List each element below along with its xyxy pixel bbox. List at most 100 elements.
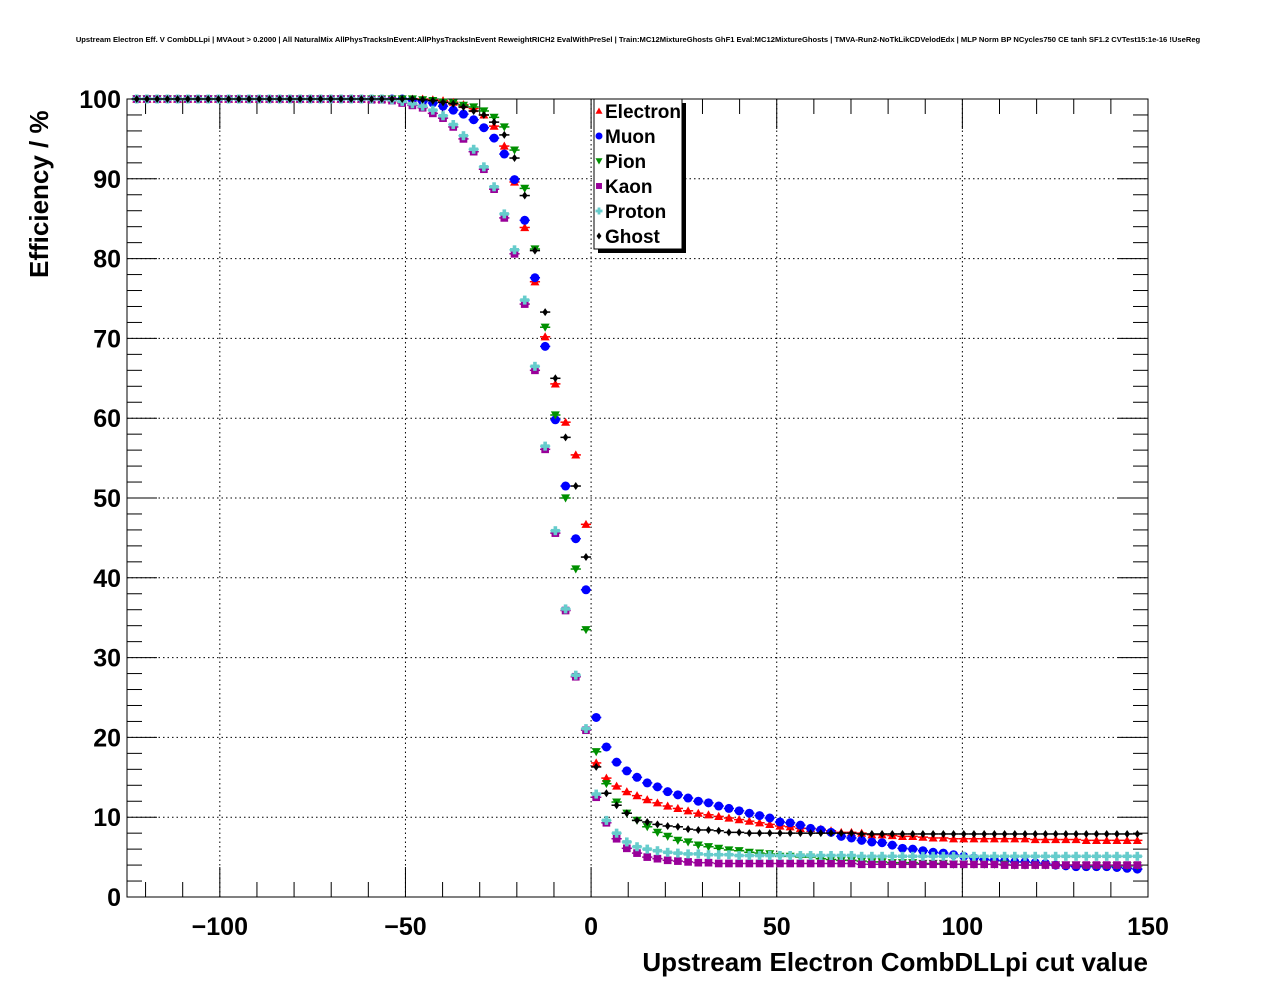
cross-marker-v — [1043, 851, 1048, 861]
diamond-marker — [715, 826, 722, 835]
data-point — [889, 829, 896, 838]
triangle-up-marker — [959, 834, 969, 843]
data-point — [1091, 835, 1101, 844]
square-marker — [765, 859, 774, 868]
data-point — [491, 118, 497, 127]
cross-marker-v — [1023, 851, 1027, 861]
triangle-down-marker — [520, 184, 530, 193]
data-point — [266, 95, 273, 103]
data-point — [622, 837, 632, 847]
cross-marker-v — [992, 851, 997, 861]
diamond-marker — [1114, 829, 1120, 838]
data-point — [888, 860, 897, 869]
data-point — [1042, 829, 1049, 838]
square-marker — [806, 859, 815, 868]
cross-marker-v — [451, 120, 456, 130]
cross-marker-v — [553, 526, 558, 536]
data-point — [603, 789, 610, 798]
data-point — [930, 829, 936, 838]
data-point — [908, 851, 918, 861]
data-point — [1122, 851, 1132, 861]
diamond-marker — [981, 829, 987, 838]
data-point — [714, 801, 724, 811]
triangle-down-marker — [693, 841, 703, 850]
data-point — [877, 851, 887, 861]
data-point — [550, 415, 560, 425]
data-point — [489, 133, 499, 143]
data-point — [644, 817, 651, 826]
data-point — [154, 95, 160, 103]
diamond-marker — [777, 829, 783, 838]
circle-marker — [520, 215, 530, 225]
legend-label: Pion — [605, 152, 646, 173]
data-point — [663, 847, 673, 857]
square-marker — [1041, 861, 1050, 869]
square-marker — [714, 859, 723, 868]
triangle-down-marker — [561, 494, 571, 503]
data-point — [378, 95, 385, 103]
triangle-up-marker — [673, 803, 683, 813]
triangle-up-marker — [499, 141, 509, 150]
data-point — [1133, 861, 1142, 869]
data-point — [775, 851, 785, 861]
data-point — [919, 860, 927, 869]
data-point — [878, 860, 886, 869]
cross-marker-v — [1135, 851, 1140, 861]
cross-marker-v — [1084, 851, 1089, 861]
data-point — [705, 825, 712, 834]
data-point — [652, 782, 662, 792]
data-point — [969, 851, 979, 861]
triangle-up-marker — [612, 781, 622, 790]
cross-marker-v — [747, 851, 752, 861]
data-point — [287, 95, 293, 103]
diamond-marker — [348, 95, 354, 103]
data-point — [652, 798, 662, 807]
data-point — [571, 534, 581, 544]
circle-marker — [595, 132, 603, 140]
data-point — [530, 361, 540, 371]
cross-marker-v — [471, 144, 476, 154]
square-marker — [878, 860, 886, 869]
data-point — [1102, 861, 1111, 869]
data-point — [297, 95, 303, 103]
square-marker — [837, 859, 846, 868]
cross-marker-v — [819, 851, 823, 861]
legend-box — [593, 98, 683, 250]
data-point — [1051, 861, 1060, 869]
square-marker — [1102, 861, 1111, 869]
circle-marker — [530, 273, 540, 283]
legend-label: Kaon — [605, 177, 653, 198]
diamond-marker — [889, 829, 896, 838]
data-point — [571, 670, 581, 680]
cross-marker-v — [573, 670, 578, 680]
data-point — [520, 222, 530, 232]
square-marker — [663, 856, 672, 865]
circle-marker — [458, 109, 468, 119]
circle-marker — [642, 778, 652, 788]
data-point — [776, 859, 784, 868]
diamond-marker — [225, 95, 232, 103]
data-point — [338, 95, 344, 103]
data-point — [909, 829, 916, 838]
data-point — [1040, 851, 1050, 861]
data-point — [1052, 829, 1059, 838]
square-marker — [745, 859, 754, 868]
diamond-marker — [276, 95, 283, 103]
data-point — [970, 860, 978, 869]
data-point — [858, 829, 865, 838]
cross-marker-v — [727, 850, 731, 860]
cross-marker-v — [502, 209, 507, 219]
diamond-marker — [818, 829, 824, 838]
data-point — [693, 796, 703, 806]
cross-marker-v — [798, 851, 803, 861]
data-point — [775, 817, 785, 827]
data-point — [532, 246, 538, 255]
cross-marker-v — [788, 851, 792, 861]
data-point — [980, 860, 989, 869]
data-point — [663, 856, 672, 865]
diamond-marker — [909, 829, 916, 838]
triangle-up-marker — [1000, 834, 1010, 843]
diamond-marker — [613, 801, 620, 810]
data-point — [797, 829, 804, 838]
data-point — [1102, 835, 1112, 844]
